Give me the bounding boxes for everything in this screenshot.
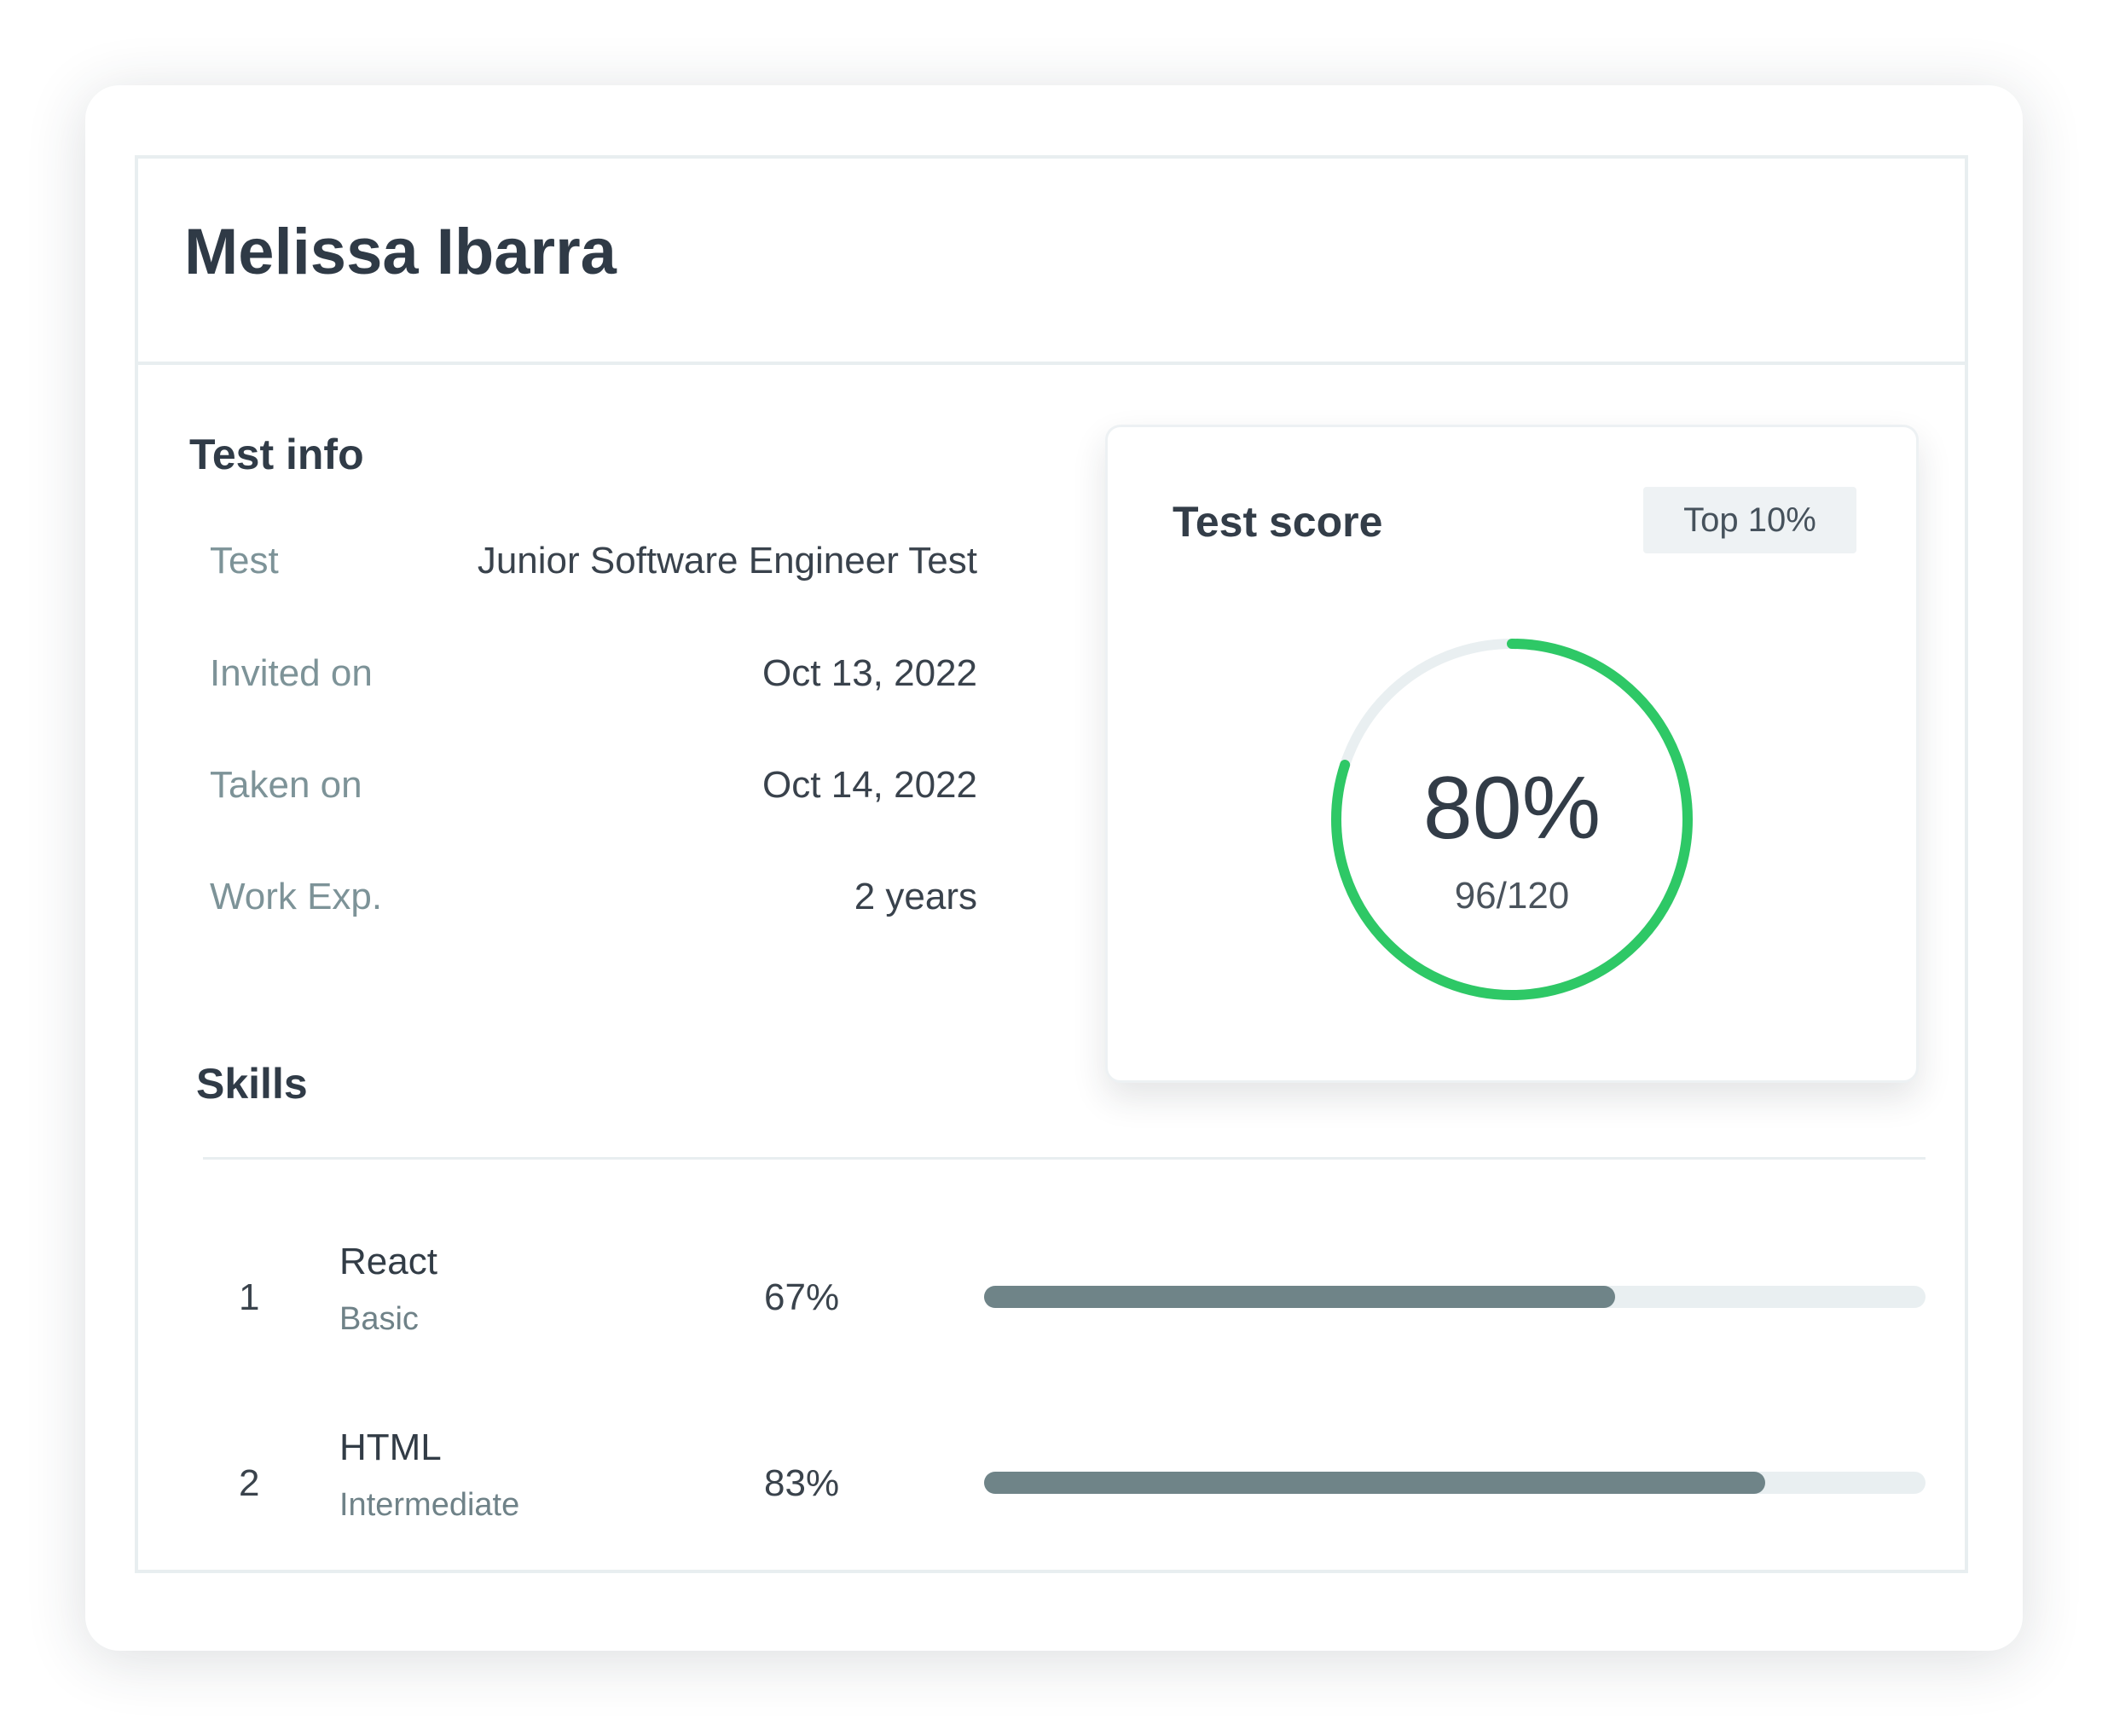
skill-row: 2 HTML Intermediate 83%	[138, 1429, 1972, 1557]
info-row-test: Test Junior Software Engineer Test	[210, 542, 977, 593]
skill-index: 1	[239, 1276, 260, 1318]
score-fraction: 96/120	[1454, 875, 1570, 917]
skill-score: 83%	[764, 1462, 840, 1504]
score-ring	[1331, 639, 1693, 1000]
info-value: Oct 14, 2022	[762, 764, 977, 806]
skills-title: Skills	[196, 1060, 308, 1108]
skill-progress-fill	[984, 1472, 1766, 1494]
skill-level: Basic	[339, 1301, 419, 1337]
info-label: Invited on	[210, 652, 373, 694]
panel-header: Melissa Ibarra	[138, 159, 1965, 365]
info-value: Oct 13, 2022	[762, 652, 977, 694]
info-label: Taken on	[210, 764, 362, 806]
skill-name: React	[339, 1241, 437, 1282]
info-value: Junior Software Engineer Test	[477, 540, 977, 582]
skill-progress-track	[984, 1286, 1926, 1308]
skills-divider	[203, 1157, 1926, 1160]
test-score-card: Test score Top 10% 80% 96/120	[1105, 425, 1919, 1083]
candidate-name: Melissa Ibarra	[184, 216, 617, 288]
info-row-invited-on: Invited on Oct 13, 2022	[210, 655, 977, 706]
info-row-work-experience: Work Exp. 2 years	[210, 878, 977, 929]
skill-row: 1 React Basic 67%	[138, 1243, 1972, 1371]
top-percentile-badge: Top 10%	[1643, 487, 1856, 553]
info-label: Work Exp.	[210, 876, 383, 917]
test-score-title: Test score	[1173, 498, 1383, 546]
score-percent: 80%	[1422, 759, 1601, 858]
info-row-taken-on: Taken on Oct 14, 2022	[210, 767, 977, 818]
test-info-title: Test info	[189, 431, 364, 478]
skill-index: 2	[239, 1462, 260, 1504]
info-value: 2 years	[854, 876, 977, 917]
info-label: Test	[210, 540, 279, 582]
candidate-report-panel: Melissa Ibarra Test info Test Junior Sof…	[135, 155, 1968, 1573]
skill-score: 67%	[764, 1276, 840, 1318]
skill-progress-fill	[984, 1286, 1615, 1308]
skill-name: HTML	[339, 1426, 442, 1468]
skill-level: Intermediate	[339, 1487, 520, 1523]
score-ring-progress	[1331, 639, 1693, 1000]
skill-progress-track	[984, 1472, 1926, 1494]
